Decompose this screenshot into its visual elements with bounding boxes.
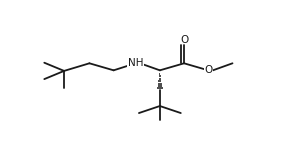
Text: O: O: [204, 65, 212, 75]
Text: O: O: [180, 35, 188, 45]
Text: NH: NH: [128, 58, 143, 68]
